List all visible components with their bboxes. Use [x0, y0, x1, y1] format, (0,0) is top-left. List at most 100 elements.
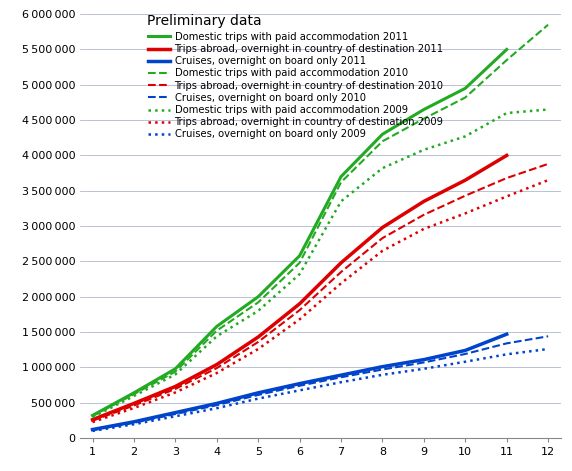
Domestic trips with paid accommodation 2011 — [172, 366, 179, 372]
Trips abroad, overnight in country of destination 2010 — [545, 161, 551, 167]
Cruises, overnight on board only 2009 — [296, 388, 303, 393]
Cruises, overnight on board only 2011 — [255, 390, 261, 396]
Trips abroad, overnight in country of destination 2011 — [172, 383, 179, 389]
Cruises, overnight on board only 2010 — [213, 402, 220, 408]
Line: Trips abroad, overnight in country of destination 2009: Trips abroad, overnight in country of de… — [93, 180, 548, 422]
Domestic trips with paid accommodation 2009 — [462, 134, 468, 139]
Domestic trips with paid accommodation 2011 — [420, 107, 427, 113]
Domestic trips with paid accommodation 2010 — [213, 328, 220, 333]
Domestic trips with paid accommodation 2010 — [255, 300, 261, 305]
Line: Domestic trips with paid accommodation 2011: Domestic trips with paid accommodation 2… — [93, 49, 507, 415]
Domestic trips with paid accommodation 2011 — [130, 390, 137, 396]
Cruises, overnight on board only 2009 — [89, 428, 96, 434]
Trips abroad, overnight in country of destination 2009 — [503, 194, 510, 199]
Trips abroad, overnight in country of destination 2009 — [255, 346, 261, 352]
Trips abroad, overnight in country of destination 2009 — [296, 317, 303, 322]
Line: Cruises, overnight on board only 2010: Cruises, overnight on board only 2010 — [93, 336, 548, 430]
Domestic trips with paid accommodation 2011 — [337, 174, 344, 179]
Cruises, overnight on board only 2009 — [337, 379, 344, 385]
Trips abroad, overnight in country of destination 2009 — [379, 248, 386, 253]
Cruises, overnight on board only 2011 — [296, 381, 303, 386]
Trips abroad, overnight in country of destination 2009 — [420, 226, 427, 232]
Domestic trips with paid accommodation 2010 — [545, 22, 551, 28]
Domestic trips with paid accommodation 2010 — [337, 179, 344, 185]
Trips abroad, overnight in country of destination 2011 — [337, 260, 344, 266]
Domestic trips with paid accommodation 2010 — [89, 414, 96, 419]
Line: Domestic trips with paid accommodation 2009: Domestic trips with paid accommodation 2… — [93, 110, 548, 417]
Trips abroad, overnight in country of destination 2009 — [545, 177, 551, 183]
Trips abroad, overnight in country of destination 2011 — [296, 301, 303, 307]
Domestic trips with paid accommodation 2009 — [503, 110, 510, 116]
Line: Cruises, overnight on board only 2009: Cruises, overnight on board only 2009 — [93, 349, 548, 431]
Cruises, overnight on board only 2011 — [420, 357, 427, 363]
Cruises, overnight on board only 2010 — [172, 411, 179, 417]
Cruises, overnight on board only 2010 — [296, 383, 303, 389]
Domestic trips with paid accommodation 2010 — [130, 391, 137, 397]
Line: Cruises, overnight on board only 2011: Cruises, overnight on board only 2011 — [93, 334, 507, 430]
Cruises, overnight on board only 2009 — [379, 372, 386, 378]
Cruises, overnight on board only 2010 — [255, 392, 261, 398]
Domestic trips with paid accommodation 2009 — [379, 165, 386, 171]
Trips abroad, overnight in country of destination 2010 — [462, 193, 468, 199]
Domestic trips with paid accommodation 2009 — [89, 414, 96, 420]
Cruises, overnight on board only 2011 — [213, 400, 220, 406]
Cruises, overnight on board only 2010 — [420, 360, 427, 365]
Trips abroad, overnight in country of destination 2011 — [420, 198, 427, 204]
Domestic trips with paid accommodation 2011 — [503, 47, 510, 52]
Cruises, overnight on board only 2011 — [89, 427, 96, 432]
Trips abroad, overnight in country of destination 2010 — [296, 307, 303, 313]
Line: Domestic trips with paid accommodation 2010: Domestic trips with paid accommodation 2… — [93, 25, 548, 416]
Cruises, overnight on board only 2009 — [130, 422, 137, 427]
Line: Trips abroad, overnight in country of destination 2010: Trips abroad, overnight in country of de… — [93, 164, 548, 421]
Cruises, overnight on board only 2011 — [462, 348, 468, 353]
Trips abroad, overnight in country of destination 2010 — [89, 418, 96, 423]
Trips abroad, overnight in country of destination 2009 — [130, 405, 137, 411]
Trips abroad, overnight in country of destination 2011 — [255, 334, 261, 340]
Cruises, overnight on board only 2010 — [545, 333, 551, 339]
Trips abroad, overnight in country of destination 2011 — [503, 153, 510, 158]
Domestic trips with paid accommodation 2010 — [420, 116, 427, 122]
Cruises, overnight on board only 2009 — [545, 346, 551, 352]
Domestic trips with paid accommodation 2010 — [172, 369, 179, 374]
Trips abroad, overnight in country of destination 2009 — [337, 280, 344, 286]
Domestic trips with paid accommodation 2011 — [462, 86, 468, 91]
Trips abroad, overnight in country of destination 2010 — [255, 339, 261, 345]
Trips abroad, overnight in country of destination 2009 — [172, 390, 179, 395]
Text: Preliminary data: Preliminary data — [148, 14, 262, 28]
Cruises, overnight on board only 2011 — [337, 372, 344, 378]
Cruises, overnight on board only 2011 — [379, 364, 386, 369]
Cruises, overnight on board only 2011 — [172, 410, 179, 415]
Domestic trips with paid accommodation 2011 — [213, 324, 220, 329]
Cruises, overnight on board only 2010 — [89, 427, 96, 433]
Domestic trips with paid accommodation 2009 — [255, 308, 261, 314]
Domestic trips with paid accommodation 2009 — [130, 393, 137, 399]
Domestic trips with paid accommodation 2011 — [296, 253, 303, 259]
Domestic trips with paid accommodation 2011 — [255, 294, 261, 300]
Trips abroad, overnight in country of destination 2009 — [89, 419, 96, 425]
Cruises, overnight on board only 2009 — [503, 351, 510, 357]
Trips abroad, overnight in country of destination 2010 — [503, 175, 510, 181]
Cruises, overnight on board only 2009 — [172, 414, 179, 419]
Domestic trips with paid accommodation 2010 — [462, 95, 468, 100]
Cruises, overnight on board only 2009 — [462, 359, 468, 365]
Cruises, overnight on board only 2011 — [130, 419, 137, 425]
Trips abroad, overnight in country of destination 2011 — [213, 362, 220, 367]
Legend: Domestic trips with paid accommodation 2011, Trips abroad, overnight in country : Domestic trips with paid accommodation 2… — [148, 32, 444, 139]
Trips abroad, overnight in country of destination 2009 — [213, 370, 220, 376]
Domestic trips with paid accommodation 2010 — [503, 57, 510, 63]
Domestic trips with paid accommodation 2011 — [379, 131, 386, 137]
Domestic trips with paid accommodation 2011 — [89, 413, 96, 418]
Cruises, overnight on board only 2009 — [420, 366, 427, 372]
Domestic trips with paid accommodation 2010 — [296, 260, 303, 266]
Trips abroad, overnight in country of destination 2011 — [462, 177, 468, 183]
Cruises, overnight on board only 2011 — [503, 331, 510, 337]
Cruises, overnight on board only 2010 — [379, 366, 386, 372]
Trips abroad, overnight in country of destination 2011 — [89, 417, 96, 422]
Domestic trips with paid accommodation 2009 — [545, 107, 551, 113]
Cruises, overnight on board only 2010 — [462, 351, 468, 357]
Trips abroad, overnight in country of destination 2011 — [130, 400, 137, 406]
Cruises, overnight on board only 2010 — [337, 374, 344, 380]
Domestic trips with paid accommodation 2009 — [296, 271, 303, 277]
Line: Trips abroad, overnight in country of destination 2011: Trips abroad, overnight in country of de… — [93, 155, 507, 420]
Domestic trips with paid accommodation 2009 — [172, 372, 179, 377]
